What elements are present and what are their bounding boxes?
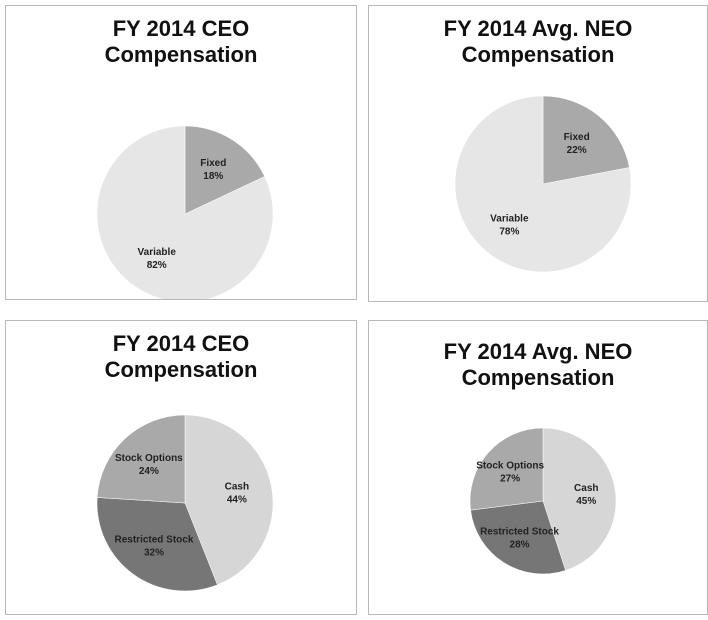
slice-label: Fixed bbox=[200, 158, 226, 169]
pie-slice bbox=[184, 125, 265, 215]
slice-label: Variable bbox=[490, 213, 529, 224]
chart-panel: FY 2014 Avg. NEO Compensation Cash 45% Rest… bbox=[368, 320, 708, 615]
pie-slice bbox=[184, 414, 274, 586]
pie-chart: Fixed 22% Variable 78% bbox=[454, 95, 632, 273]
pie-slice bbox=[542, 95, 630, 185]
chart-panel: FY 2014 CEO Compensation Fixed 18% Variable… bbox=[5, 5, 357, 300]
slice-value-label: 27% bbox=[500, 474, 520, 485]
slice-value-label: 78% bbox=[499, 226, 519, 237]
slice-label: Variable bbox=[138, 247, 177, 258]
slice-label: Cash bbox=[574, 483, 598, 494]
slice-value-label: 82% bbox=[147, 260, 167, 271]
chart-title: FY 2014 CEO Compensation bbox=[104, 331, 258, 382]
slice-value-label: 44% bbox=[227, 495, 247, 506]
pie-slice bbox=[96, 414, 186, 504]
slice-label: Cash bbox=[225, 482, 249, 493]
pie-chart: Cash 45% Restricted Stock 28% Stock Options 2… bbox=[469, 427, 617, 575]
slice-label: Fixed bbox=[564, 132, 590, 143]
slice-label: Stock Options bbox=[476, 461, 544, 472]
chart-title: FY 2014 Avg. NEO Compensation bbox=[443, 339, 633, 390]
chart-title: FY 2014 CEO Compensation bbox=[104, 16, 258, 67]
pie-slice bbox=[96, 497, 218, 592]
pie-slice bbox=[96, 125, 274, 299]
slice-value-label: 18% bbox=[203, 171, 223, 182]
pie-slice bbox=[469, 427, 544, 511]
slice-label: Restricted Stock bbox=[480, 527, 559, 538]
pie-slice bbox=[470, 500, 566, 575]
pie-slice bbox=[542, 427, 617, 571]
slice-value-label: 24% bbox=[139, 466, 159, 477]
chart-panel: FY 2014 Avg. NEO Compensation Fixed 22% Var… bbox=[368, 5, 708, 302]
slice-label: Restricted Stock bbox=[115, 534, 194, 545]
slice-value-label: 22% bbox=[567, 145, 587, 156]
slice-label: Stock Options bbox=[115, 453, 183, 464]
pie-chart: Fixed 18% Variable 82% bbox=[96, 125, 274, 299]
pie-slice bbox=[454, 95, 632, 273]
slice-value-label: 28% bbox=[510, 540, 530, 551]
slice-value-label: 45% bbox=[576, 496, 596, 507]
chart-title: FY 2014 Avg. NEO Compensation bbox=[443, 16, 633, 67]
slice-value-label: 32% bbox=[144, 547, 164, 558]
pie-chart: Cash 44% Restricted Stock 32% Stock Options 2… bbox=[96, 414, 274, 592]
chart-panel: FY 2014 CEO Compensation Cash 44% Restricte… bbox=[5, 320, 357, 615]
